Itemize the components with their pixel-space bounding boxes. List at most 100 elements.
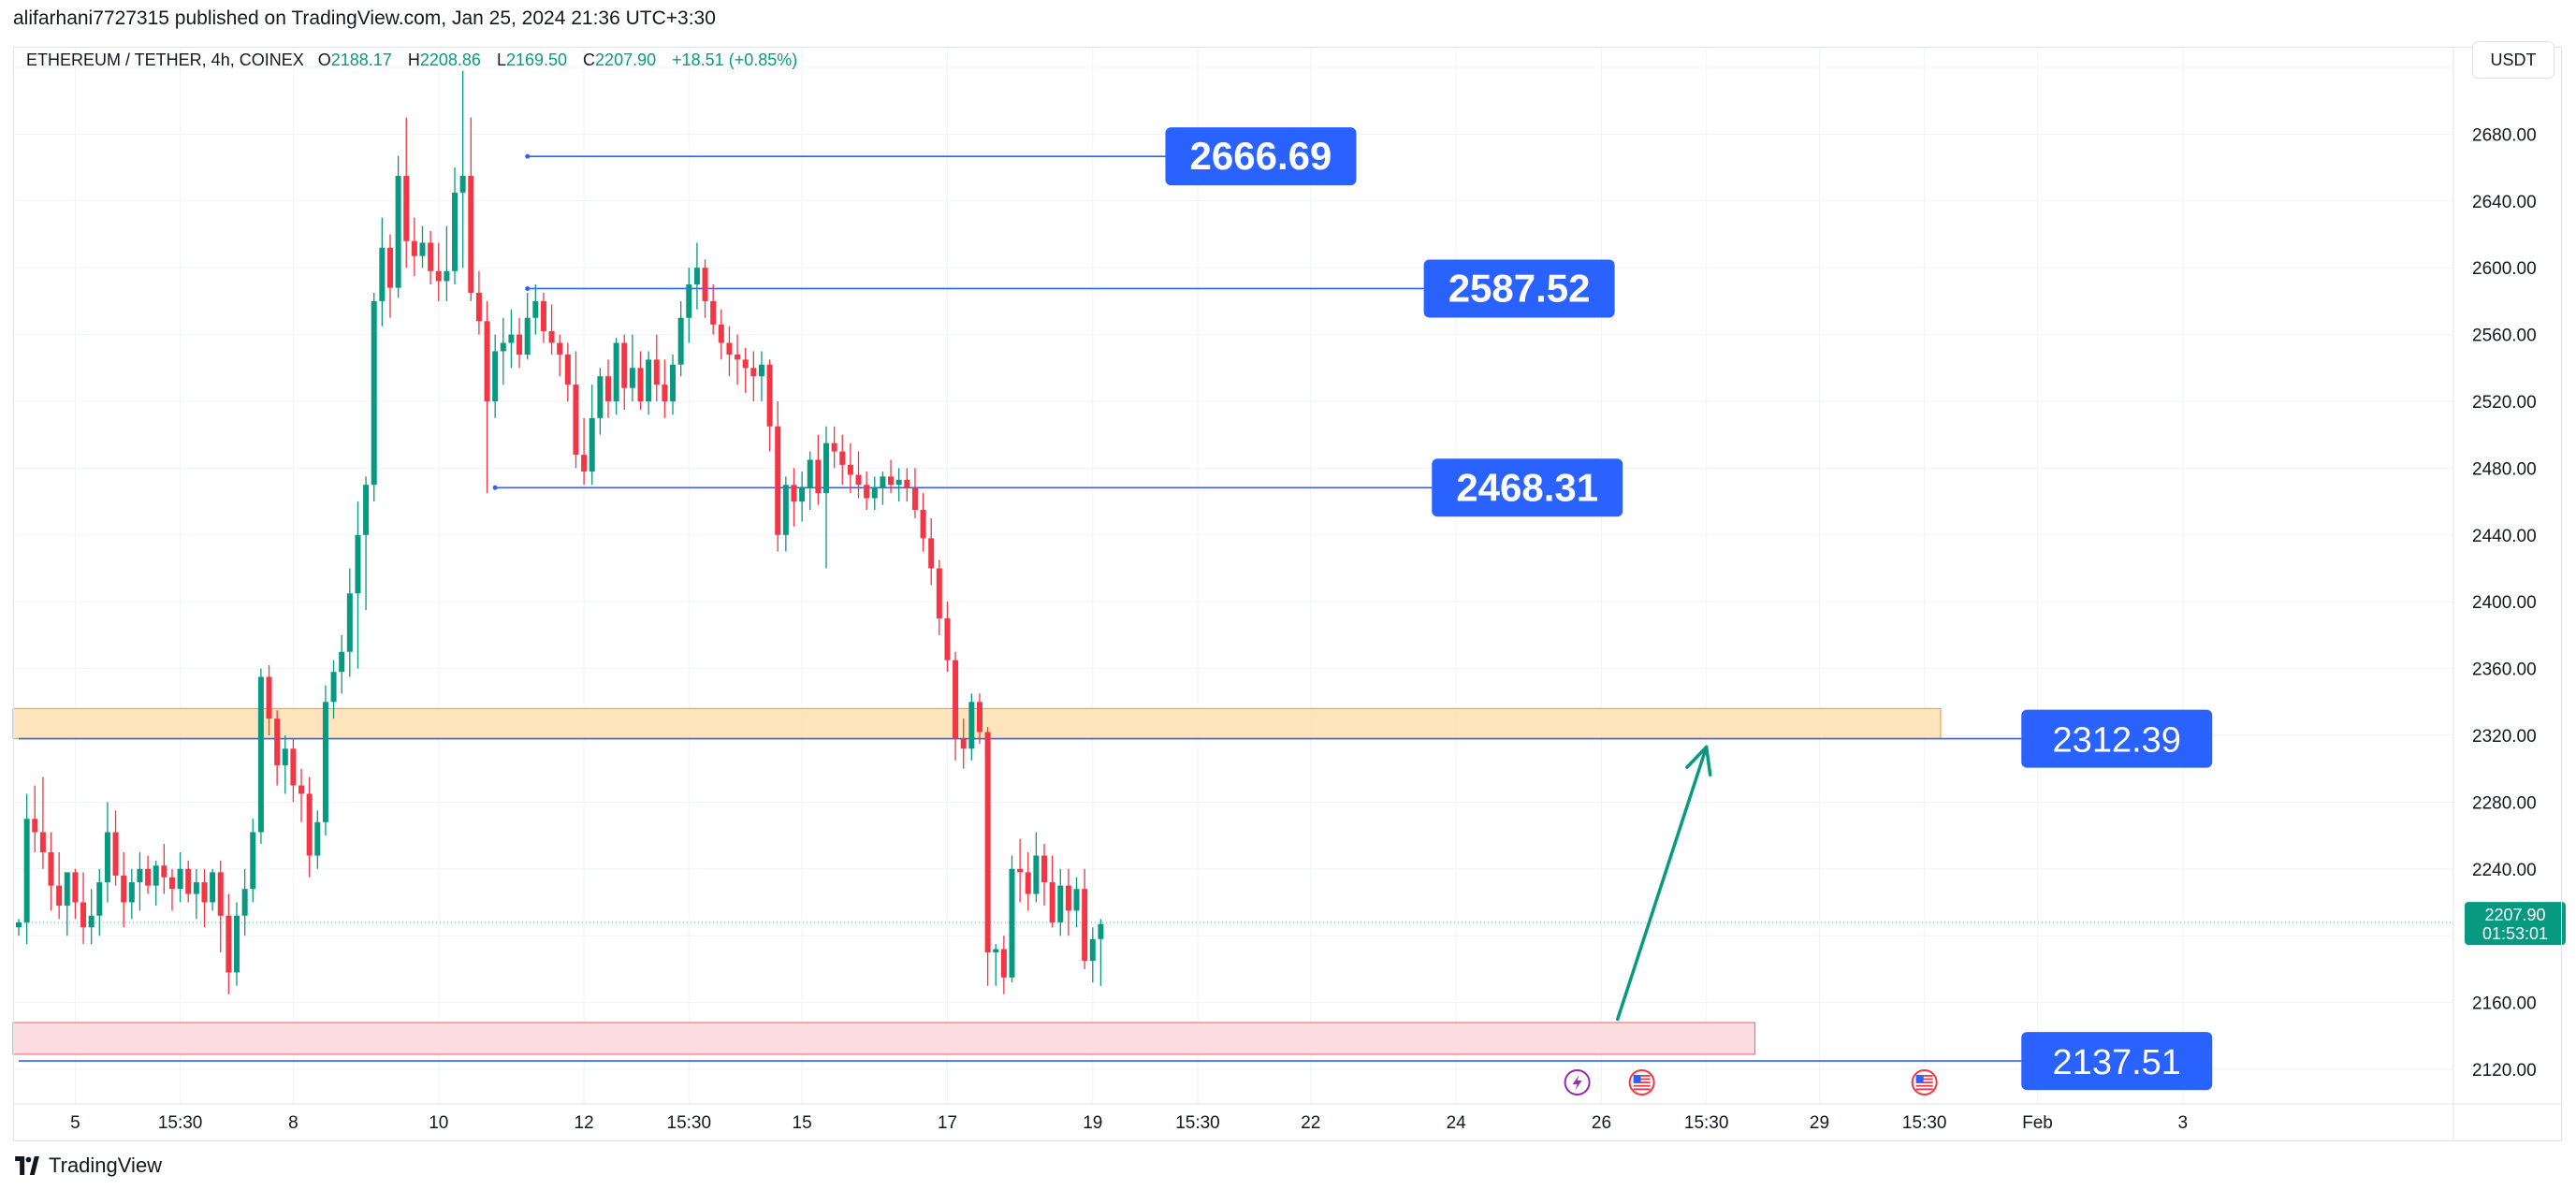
candle	[904, 468, 910, 502]
candle	[193, 868, 199, 920]
candle	[839, 434, 846, 486]
level-label-box	[1165, 127, 1357, 186]
candle	[936, 559, 942, 635]
candle-body	[702, 268, 708, 301]
time-tick-label: 15:30	[667, 1113, 712, 1133]
candle-body	[750, 368, 757, 377]
lightning-event-icon[interactable]	[1564, 1069, 1591, 1096]
candle-body	[64, 872, 70, 907]
candle	[128, 868, 135, 920]
candle-body	[581, 455, 588, 472]
candle	[452, 167, 458, 285]
candle-body	[121, 875, 127, 903]
arrow-shaft	[1615, 745, 1709, 1022]
candle	[161, 844, 167, 894]
candle-body	[517, 334, 523, 356]
currency-button[interactable]: USDT	[2472, 41, 2554, 79]
candle-body	[1089, 938, 1096, 961]
us-flag-event-icon[interactable]	[1911, 1069, 1938, 1096]
candle	[880, 471, 886, 505]
price-tick-label: 2240.00	[2472, 861, 2537, 880]
candle	[403, 117, 410, 268]
candle	[589, 385, 595, 486]
flag-stripe	[1915, 1081, 1933, 1083]
candle-body	[670, 364, 677, 401]
candle-body	[128, 882, 135, 903]
time-tick-label: 26	[1592, 1113, 1611, 1133]
candle	[419, 225, 426, 268]
candle-body	[597, 376, 604, 418]
time-tick-label: 15:30	[1902, 1113, 1947, 1133]
candle-body	[193, 882, 199, 894]
candle-body	[604, 376, 611, 401]
candle	[548, 304, 555, 356]
candle	[314, 810, 321, 869]
candle	[185, 860, 192, 903]
candle-body	[758, 364, 764, 377]
candle-body	[241, 889, 248, 916]
candle	[1017, 838, 1024, 903]
candle	[710, 284, 717, 335]
flag-canton	[1915, 1075, 1924, 1082]
low-label: L	[496, 51, 506, 69]
candle-body	[831, 443, 837, 452]
candle	[775, 401, 781, 552]
candle	[686, 268, 692, 343]
candle-body	[1033, 855, 1040, 894]
candle	[726, 326, 733, 377]
level-label-box	[1432, 458, 1623, 517]
candle-body	[775, 426, 781, 535]
candle	[564, 342, 571, 401]
candle	[928, 517, 935, 586]
open-label: O	[317, 51, 331, 69]
level-label-text: 2137.51	[2053, 1043, 2181, 1082]
candle-body	[371, 300, 377, 486]
candle	[257, 668, 264, 845]
time-tick-label: 3	[2178, 1113, 2189, 1133]
candle-body	[960, 738, 967, 749]
price-tick-label: 2680.00	[2472, 125, 2537, 145]
candle-body	[16, 922, 22, 928]
flag-stripe	[1915, 1084, 1933, 1087]
level-label-box	[2021, 1032, 2213, 1091]
candle-body	[904, 479, 910, 488]
current-price-value: 2207.90	[2484, 906, 2545, 924]
candle	[484, 300, 490, 494]
candle	[629, 334, 635, 401]
candle	[145, 855, 152, 894]
candle-body	[911, 487, 918, 511]
price-tick-label: 2280.00	[2472, 793, 2537, 813]
candle-body	[435, 270, 442, 282]
candle-body	[395, 176, 401, 288]
candle-body	[355, 534, 361, 594]
candle-body	[629, 368, 635, 388]
us-flag-event-icon[interactable]	[1628, 1069, 1655, 1096]
candle-body	[540, 300, 546, 332]
candle-body	[718, 324, 724, 343]
candle-body	[452, 192, 458, 271]
candle	[847, 443, 853, 494]
candle-body	[791, 485, 797, 502]
candle	[766, 359, 773, 452]
time-tick-label: Feb	[2022, 1113, 2053, 1133]
candle-body	[48, 851, 54, 886]
candle	[557, 334, 563, 377]
candle	[371, 292, 377, 502]
flag-stripe	[1633, 1075, 1651, 1077]
flag-canton	[1633, 1075, 1641, 1082]
candle	[23, 793, 30, 945]
candle-body	[1073, 889, 1080, 911]
candle-body	[888, 476, 895, 486]
candle	[306, 776, 313, 878]
candle-body	[953, 660, 959, 739]
candle-body	[363, 485, 370, 535]
candle-body	[177, 868, 183, 890]
time-tick-label: 12	[575, 1113, 594, 1133]
candle	[217, 860, 224, 953]
candle-body	[145, 868, 152, 886]
candle-body	[210, 872, 216, 903]
candle-body	[459, 176, 466, 193]
candle	[386, 234, 393, 318]
candle	[32, 785, 38, 852]
